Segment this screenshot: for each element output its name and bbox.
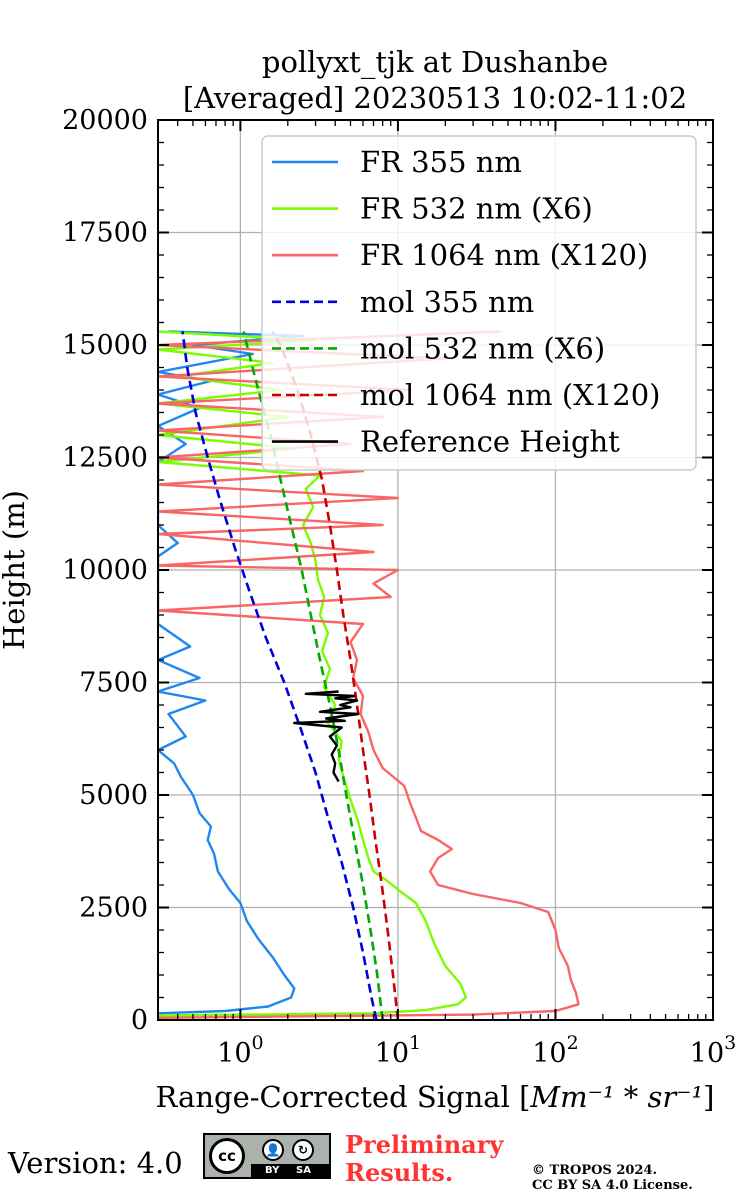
x-tick-label-exponent: 0 xyxy=(252,1032,264,1054)
legend-label-3: FR 1064 nm (X120) xyxy=(360,238,648,272)
legend-label-2: FR 532 nm (X6) xyxy=(360,192,593,226)
cc-sa-text: SA xyxy=(296,1165,311,1176)
x-axis-label: Range-Corrected Signal [Mm⁻¹ * sr⁻¹] xyxy=(156,1080,715,1114)
series-line-4 xyxy=(181,331,378,1020)
x-axis-label-text: Range-Corrected Signal [ xyxy=(156,1080,531,1114)
cc-by-sa-badge: cc 👤 ↻ BY SA xyxy=(203,1133,331,1179)
version-label: Version: 4.0 xyxy=(8,1146,183,1180)
x-tick-label-base: 10 xyxy=(690,1038,724,1069)
series-line-5 xyxy=(242,331,384,1020)
legend-label-7: Reference Height xyxy=(360,425,620,459)
x-tick-label-base: 10 xyxy=(217,1038,251,1069)
x-tick-label-base: 10 xyxy=(532,1038,566,1069)
preliminary-line-2: Results. xyxy=(345,1158,454,1187)
y-tick-label: 12500 xyxy=(62,443,148,474)
legend: FR 355 nm FR 532 nm (X6) FR 1064 nm (X120)… xyxy=(261,135,697,471)
series-line-3 xyxy=(158,330,580,1019)
y-tick-label: 5000 xyxy=(79,780,148,811)
chart-title-line-2: [Averaged] 20230513 10:02-11:02 xyxy=(183,81,687,115)
copyright-line-2: CC BY SA 4.0 License. xyxy=(532,1178,693,1193)
y-tick-label: 2500 xyxy=(79,893,148,924)
y-tick-label: 20000 xyxy=(62,105,148,136)
preliminary-results-note: Preliminary Results. xyxy=(345,1131,503,1187)
legend-label-1: FR 355 nm xyxy=(360,145,522,179)
x-axis-label-close: ] xyxy=(703,1080,714,1114)
y-tick-label: 10000 xyxy=(62,555,148,586)
x-tick-label: 101 xyxy=(375,1032,421,1069)
legend-items: FR 355 nm FR 532 nm (X6) FR 1064 nm (X120)… xyxy=(272,145,661,459)
copyright-note: © TROPOS 2024. CC BY SA 4.0 License. xyxy=(532,1163,693,1193)
x-tick-label: 102 xyxy=(532,1032,578,1069)
legend-box xyxy=(261,135,697,471)
cc-strip xyxy=(251,1164,329,1177)
series-line-7 xyxy=(293,690,360,783)
cc-logo-icon: cc xyxy=(209,1138,245,1174)
x-tick-label-exponent: 1 xyxy=(409,1032,421,1054)
y-axis-label: Height (m) xyxy=(0,490,31,650)
y-tick-label: 7500 xyxy=(79,668,148,699)
share-alike-icon: ↻ xyxy=(292,1139,314,1161)
y-tick-label: 0 xyxy=(131,1005,148,1036)
preliminary-line-1: Preliminary xyxy=(345,1130,504,1159)
axis-tick-labels: 100 101 102 1030250050007500100001250015000… xyxy=(62,105,736,1069)
x-tick-label-base: 10 xyxy=(375,1038,409,1069)
x-tick-label: 103 xyxy=(690,1032,736,1069)
axis-ticks xyxy=(157,119,714,1021)
x-axis-label-unit: Mm⁻¹ * sr⁻¹ xyxy=(529,1080,703,1114)
attribution-icon: 👤 xyxy=(262,1139,284,1161)
legend-label-6: mol 1064 nm (X120) xyxy=(360,378,661,412)
y-tick-label: 17500 xyxy=(62,218,148,249)
x-tick-label: 100 xyxy=(217,1032,263,1069)
legend-label-5: mol 532 nm (X6) xyxy=(360,331,605,365)
chart-title-line-1: pollyxt_tjk at Dushanbe xyxy=(262,45,608,80)
y-tick-label: 15000 xyxy=(62,330,148,361)
x-tick-label-exponent: 3 xyxy=(724,1032,736,1054)
cc-by-text: BY xyxy=(265,1165,280,1176)
legend-label-4: mol 355 nm xyxy=(360,285,534,319)
copyright-line-1: © TROPOS 2024. xyxy=(532,1163,658,1178)
x-tick-label-exponent: 2 xyxy=(567,1032,579,1054)
